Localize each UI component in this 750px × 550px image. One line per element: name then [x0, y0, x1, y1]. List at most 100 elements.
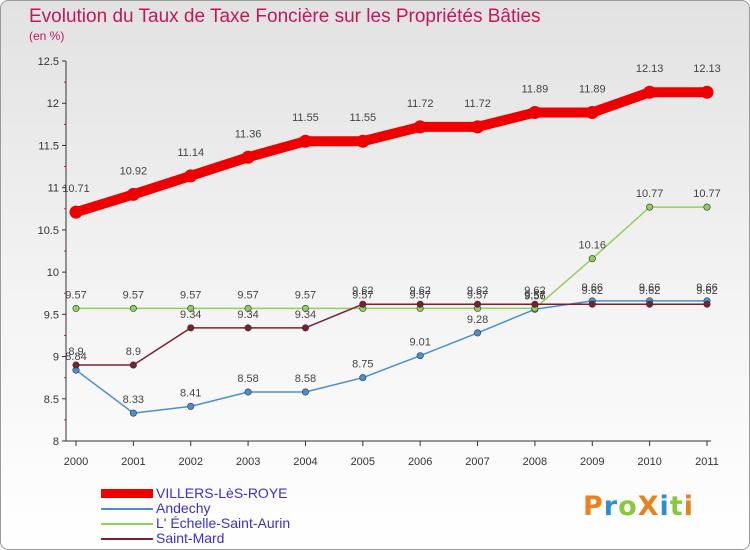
y-tick-label: 10: [47, 267, 59, 279]
data-point: [184, 169, 198, 183]
data-point: [244, 304, 252, 312]
data-label: 9.01: [409, 337, 430, 349]
data-label: 9.57: [237, 289, 258, 301]
logo-letter: i: [683, 491, 694, 522]
x-tick-label: 2007: [465, 456, 489, 468]
data-label: 9.57: [352, 289, 373, 301]
data-label: 9.57: [123, 289, 144, 301]
data-label: 9.62: [352, 285, 373, 297]
data-label: 8.33: [123, 394, 144, 406]
data-label: 9.57: [295, 289, 316, 301]
data-label: 11.36: [235, 128, 262, 140]
x-tick-label: 2004: [293, 456, 317, 468]
legend-label: Andechy: [156, 500, 211, 516]
data-label: 9.57: [180, 289, 201, 301]
data-point: [474, 300, 482, 308]
x-tick-label: 2000: [64, 456, 88, 468]
series-line: [71, 87, 712, 218]
data-label: 9.62: [639, 285, 660, 297]
data-label: 10.71: [62, 183, 90, 195]
y-tick-label: 8.5: [44, 394, 59, 406]
data-label: 8.41: [180, 387, 201, 399]
series-line: [75, 300, 708, 414]
data-point: [187, 324, 195, 332]
y-tick-label: 11.5: [38, 140, 59, 152]
data-point: [129, 409, 137, 417]
data-label: 11.72: [464, 98, 491, 110]
data-point: [416, 352, 424, 360]
data-label: 11.55: [349, 112, 376, 124]
logo-letter: P: [583, 491, 604, 522]
data-label: 9.57: [467, 289, 488, 301]
legend-label: VILLERS-LèS-ROYE: [156, 485, 288, 501]
data-point: [244, 324, 252, 332]
logo-letter: o: [618, 491, 638, 522]
y-tick-label: 12: [47, 98, 59, 110]
data-label: 8.84: [65, 351, 86, 363]
data-point: [126, 187, 140, 201]
data-label: 9.62: [696, 285, 717, 297]
data-label: 11.55: [292, 112, 319, 124]
data-point: [413, 120, 427, 134]
data-label: 11.89: [522, 84, 549, 96]
y-tick-label: 11: [48, 183, 59, 195]
data-label: 9.62: [409, 285, 430, 297]
logo-letter: t: [669, 491, 684, 522]
data-point: [703, 300, 711, 308]
data-point: [356, 134, 370, 148]
data-label: 10.92: [120, 165, 148, 177]
series-line: [75, 303, 708, 366]
data-label: 9.66: [582, 282, 603, 294]
y-tick-label: 9: [53, 352, 59, 364]
legend-swatch: [101, 538, 153, 540]
data-label: 9.57: [524, 289, 545, 301]
data-label: 8.75: [352, 359, 373, 371]
data-label: 9.28: [467, 314, 488, 326]
data-point: [187, 304, 195, 312]
data-label: 9.56: [524, 290, 545, 302]
axes: 8 8.5 9 9.5 10 10.5 11 11.5 12 12.5 2000 2001 2002 20…: [38, 56, 719, 468]
data-point: [359, 300, 367, 308]
data-point: [588, 300, 596, 308]
data-label: 10.16: [579, 240, 607, 252]
data-point: [72, 361, 80, 369]
x-tick-label: 2002: [178, 456, 202, 468]
legend-swatch: [101, 523, 153, 525]
x-tick-label: 2005: [351, 456, 375, 468]
legend-label: Saint-Mard: [156, 530, 225, 546]
data-label: 8.9: [68, 346, 83, 358]
logo-letter: X: [637, 491, 660, 522]
data-label: 9.66: [639, 282, 660, 294]
x-tick-label: 2011: [695, 456, 719, 468]
data-label: 9.62: [582, 285, 603, 297]
data-label: 9.57: [409, 289, 430, 301]
x-tick-label: 2003: [236, 456, 260, 468]
data-label: 9.34: [237, 309, 258, 321]
y-tick-label: 12.5: [38, 56, 59, 68]
data-point: [646, 300, 654, 308]
proxiti-logo: ProXiti: [583, 491, 694, 522]
data-point: [244, 388, 252, 396]
legend-label: L' Échelle-Saint-Aurin: [156, 515, 291, 531]
data-point: [471, 120, 485, 134]
data-label: 10.77: [636, 188, 664, 200]
data-label: 9.34: [295, 309, 316, 321]
y-tick-label: 9.5: [44, 309, 59, 321]
data-label: 11.72: [407, 98, 434, 110]
data-label: 8.9: [126, 346, 141, 358]
data-point: [474, 329, 482, 337]
data-label: 12.13: [693, 63, 721, 75]
unit-label: (en %): [29, 29, 65, 43]
legend-swatch: [101, 489, 153, 498]
data-point: [69, 205, 83, 219]
data-label: 10.77: [693, 188, 721, 200]
data-point: [129, 304, 137, 312]
data-label: 9.62: [524, 285, 545, 297]
data-label: 9.34: [180, 309, 201, 321]
data-label: 8.58: [295, 373, 316, 385]
series-lines: [71, 87, 712, 414]
data-point: [241, 150, 255, 164]
data-point: [588, 255, 596, 263]
data-point: [301, 324, 309, 332]
